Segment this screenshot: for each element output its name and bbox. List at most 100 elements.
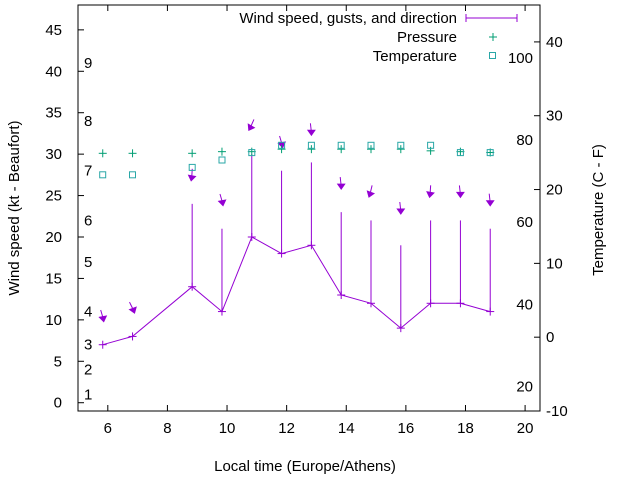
pressure-point bbox=[277, 145, 286, 154]
temperature-point bbox=[278, 141, 286, 149]
y-left-tick-label: 40 bbox=[45, 63, 62, 80]
arrow-head bbox=[187, 174, 197, 182]
temperature-point bbox=[456, 149, 464, 157]
temperature-point bbox=[337, 141, 345, 149]
wind-speed-point bbox=[307, 241, 316, 250]
y-left-tick-label: 15 bbox=[45, 270, 62, 287]
arrow-head bbox=[217, 199, 227, 207]
arrow-head bbox=[396, 208, 406, 215]
y-left-tick-label: 35 bbox=[45, 105, 62, 122]
x-tick-label: 10 bbox=[219, 420, 236, 437]
wind-direction-arrow bbox=[336, 177, 346, 190]
legend-label-temperature: Temperature bbox=[373, 48, 457, 65]
beaufort-label: 6 bbox=[84, 212, 92, 229]
wind-direction-arrow bbox=[247, 119, 256, 132]
arrow-head bbox=[455, 191, 465, 199]
temperature-point bbox=[99, 171, 107, 179]
fahrenheit-label: 80 bbox=[516, 132, 533, 149]
wind-speed-point bbox=[486, 307, 495, 316]
wind-direction-arrow bbox=[455, 185, 465, 199]
arrow-head bbox=[247, 123, 256, 132]
wind-direction-arrow bbox=[217, 193, 227, 207]
fahrenheit-labels: 20 40 60 80 100 bbox=[508, 50, 533, 395]
y-left-tick-label: 0 bbox=[54, 395, 62, 412]
wind-direction-arrow bbox=[366, 185, 376, 198]
pressure-point bbox=[307, 145, 316, 154]
fahrenheit-label: 100 bbox=[508, 50, 533, 67]
y-right-tick-label: 0 bbox=[546, 329, 554, 346]
beaufort-label: 9 bbox=[84, 55, 92, 72]
y-left-tick-label: 20 bbox=[45, 229, 62, 246]
y-right-tick-label: 40 bbox=[546, 34, 563, 51]
x-tick-label: 12 bbox=[278, 420, 295, 437]
pressure-point bbox=[98, 149, 107, 158]
pressure-point bbox=[128, 149, 137, 158]
legend-swatch-pressure bbox=[489, 33, 497, 41]
temperature-point bbox=[218, 156, 226, 164]
beaufort-label: 2 bbox=[84, 362, 92, 379]
arrow-head bbox=[306, 129, 316, 137]
x-tick-label: 6 bbox=[104, 420, 112, 437]
x-tick-label: 14 bbox=[338, 420, 355, 437]
wind-speed-point bbox=[337, 291, 346, 299]
wind-speed-point bbox=[366, 299, 375, 308]
plot-frame bbox=[77, 4, 541, 412]
pressure-point bbox=[396, 145, 405, 154]
y-left-tick-label: 30 bbox=[45, 146, 62, 163]
arrow-head bbox=[426, 191, 435, 199]
wind-direction-arrows bbox=[98, 119, 495, 323]
wind-speed-point bbox=[98, 340, 107, 349]
pressure-point bbox=[217, 147, 226, 156]
y-right-tick-label: 30 bbox=[546, 108, 563, 125]
arrow-head bbox=[128, 306, 137, 314]
wind-speed-line bbox=[102, 236, 491, 346]
pressure-point bbox=[366, 145, 375, 154]
x-axis-title: Local time (Europe/Athens) bbox=[214, 458, 396, 475]
beaufort-labels: 1 2 3 4 5 6 7 8 9 bbox=[84, 55, 92, 403]
y-right-tick-label: -10 bbox=[546, 403, 568, 420]
beaufort-label: 8 bbox=[84, 113, 92, 130]
wind-speed-point bbox=[128, 332, 137, 341]
wind-speed-point bbox=[456, 299, 465, 308]
y-left-tick-label: 25 bbox=[45, 188, 62, 205]
temperature-point bbox=[188, 163, 196, 171]
legend-label-wind: Wind speed, gusts, and direction bbox=[239, 10, 457, 27]
y-right-axis-title: Temperature (C - F) bbox=[590, 144, 607, 276]
beaufort-label: 5 bbox=[84, 254, 92, 271]
wind-speed-points bbox=[98, 233, 495, 349]
y-left-axis-title: Wind speed (kt - Beaufort) bbox=[6, 120, 23, 295]
temperature-point bbox=[248, 149, 256, 157]
arrow-head bbox=[336, 183, 346, 190]
pressure-point bbox=[188, 149, 197, 158]
y-right-tick-label: 10 bbox=[546, 255, 563, 272]
y-right-tick-label: 20 bbox=[546, 182, 563, 199]
wind-speed-point bbox=[247, 233, 256, 241]
wind-direction-arrow bbox=[128, 301, 137, 314]
beaufort-label: 4 bbox=[84, 304, 92, 321]
temperature-point bbox=[486, 149, 494, 157]
fahrenheit-label: 60 bbox=[516, 214, 533, 231]
y-right-ticks: -10 0 10 20 30 40 bbox=[534, 34, 568, 420]
x-ticks: 6 8 10 12 14 16 18 20 bbox=[104, 5, 533, 437]
wind-direction-arrow bbox=[485, 193, 495, 207]
wind-speed-point bbox=[217, 307, 226, 316]
arrow-head bbox=[485, 200, 495, 207]
wind-direction-arrow bbox=[396, 201, 406, 215]
fahrenheit-label: 20 bbox=[516, 379, 533, 396]
pressure-points bbox=[98, 145, 495, 158]
pressure-point bbox=[337, 145, 346, 154]
temperature-point bbox=[129, 171, 136, 179]
temperature-point bbox=[397, 141, 405, 149]
y-left-tick-label: 5 bbox=[54, 353, 62, 370]
wind-direction-arrow bbox=[426, 185, 435, 199]
wind-speed-point bbox=[396, 324, 405, 333]
wind-speed-point bbox=[426, 299, 435, 308]
x-tick-label: 8 bbox=[163, 420, 171, 437]
wind-direction-arrow bbox=[306, 123, 316, 137]
legend: Wind speed, gusts, and direction Pressur… bbox=[239, 10, 518, 65]
wind-direction-arrow bbox=[98, 309, 108, 323]
fahrenheit-label: 40 bbox=[516, 297, 533, 314]
x-tick-label: 16 bbox=[398, 420, 415, 437]
y-left-tick-label: 10 bbox=[45, 312, 62, 329]
